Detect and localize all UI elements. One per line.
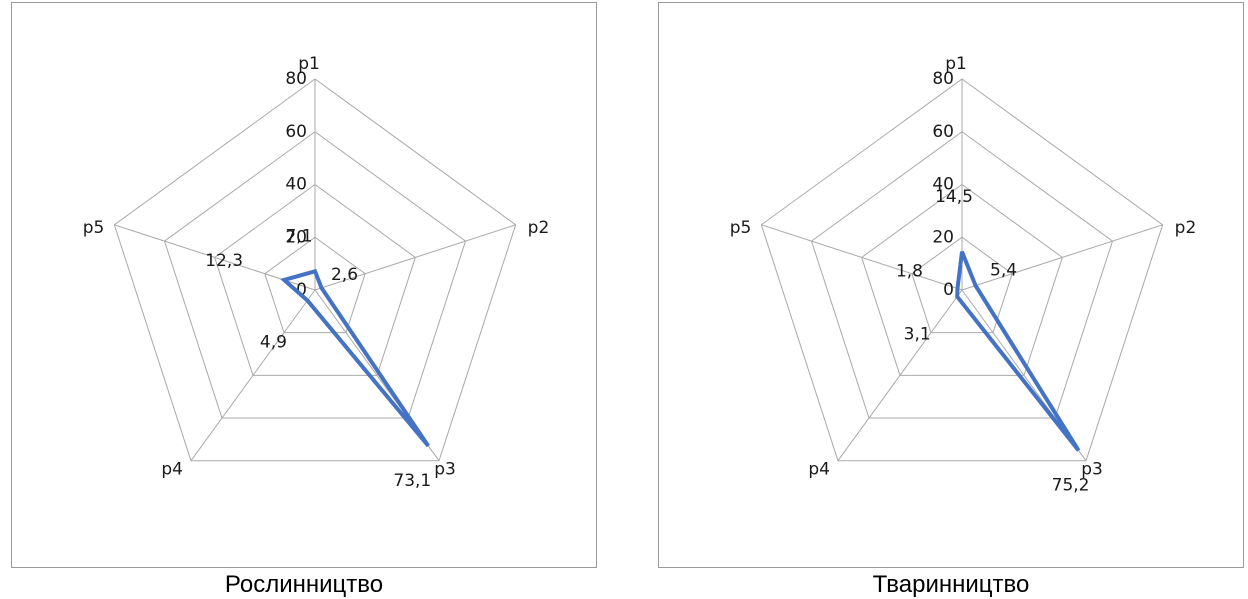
category-label: p5 — [730, 218, 752, 238]
axis-tick-label: 80 — [932, 69, 954, 89]
category-label: p1 — [298, 54, 320, 74]
axis-tick-label: 60 — [285, 122, 307, 142]
axis-tick-label: 20 — [932, 227, 954, 247]
axis-tick-label: 20 — [285, 227, 307, 247]
data-label: 3,1 — [904, 325, 931, 345]
axis-spoke — [190, 289, 316, 461]
series-line — [280, 268, 430, 448]
category-label: p2 — [1175, 218, 1197, 238]
chart-caption: Тваринництво — [872, 571, 1030, 598]
chart-panel-livestock: 0 20 40 60 80 p1 p2 p3 p4 p5 14,5 5,4 75,2 3,1 1,8 Тва… — [658, 0, 1248, 598]
data-label: 73,1 — [393, 471, 431, 491]
grid-ring — [113, 78, 517, 462]
chart-frame — [658, 2, 1244, 568]
data-label: 2,6 — [331, 265, 358, 285]
grid-ring — [810, 131, 1114, 419]
grid-ring — [163, 131, 467, 419]
category-label: p4 — [161, 460, 183, 480]
axis-spoke — [761, 224, 963, 291]
chart-caption: Рослинництво — [224, 571, 384, 598]
category-label: p2 — [528, 218, 550, 238]
data-label: 75,2 — [1052, 475, 1090, 495]
data-label: 4,9 — [260, 332, 287, 352]
axis-tick-label: 40 — [285, 175, 307, 195]
axis-tick-label: 40 — [932, 175, 954, 195]
category-label: p3 — [434, 460, 456, 480]
grid-ring — [911, 236, 1013, 334]
axis-tick-label: 60 — [932, 122, 954, 142]
grid-ring — [861, 183, 1063, 376]
axis-spoke — [837, 289, 963, 461]
data-label: 14,5 — [935, 187, 973, 207]
axis-tick-label: 80 — [285, 69, 307, 89]
axis-spoke — [314, 224, 516, 291]
series-line — [955, 251, 1081, 452]
axis-tick-label: 0 — [296, 280, 307, 300]
chart-frame — [11, 2, 597, 568]
data-label: 5,4 — [990, 261, 1017, 281]
data-label: 7,1 — [285, 226, 312, 246]
data-label: 12,3 — [205, 251, 243, 271]
grid-ring — [264, 236, 366, 334]
category-label: p4 — [808, 460, 830, 480]
axis-tick-label: 0 — [943, 280, 954, 300]
category-label: p1 — [945, 54, 967, 74]
chart-panel-crop: 0 20 40 60 80 p1 p2 p3 p4 p5 7,1 2,6 73,1 4,9 12,3 Рос… — [11, 0, 611, 598]
category-label: p5 — [83, 218, 105, 238]
data-label: 1,8 — [896, 262, 923, 282]
axis-spoke — [961, 224, 1163, 291]
category-label: p3 — [1081, 460, 1103, 480]
grid-ring — [760, 78, 1164, 462]
grid-ring — [214, 183, 416, 376]
